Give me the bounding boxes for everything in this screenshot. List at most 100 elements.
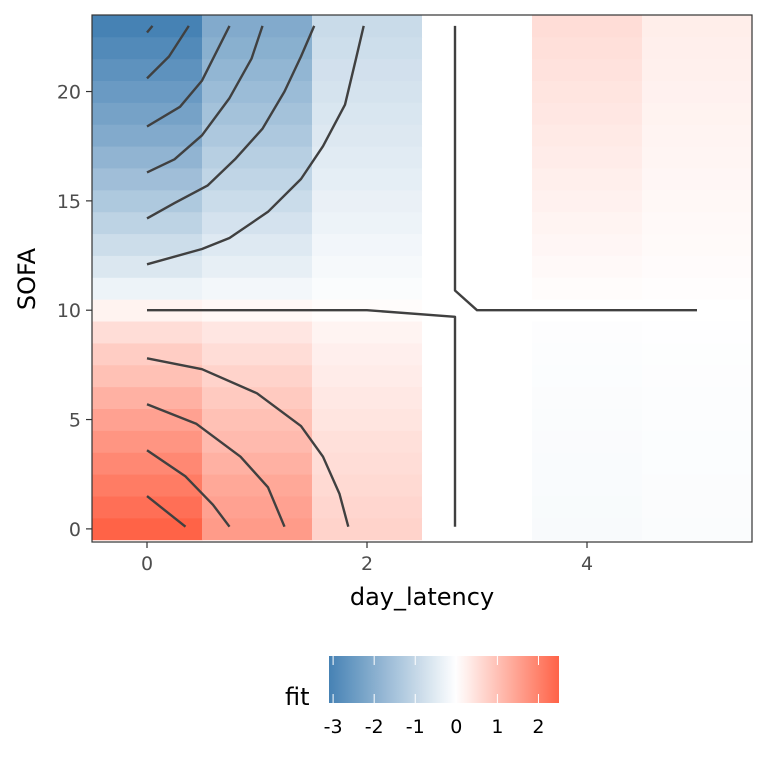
heatmap-tile bbox=[532, 58, 643, 81]
heatmap-tile bbox=[202, 36, 313, 60]
heatmap-tile bbox=[422, 408, 533, 431]
y-axis-title: SOFA bbox=[13, 247, 41, 310]
heatmap-tile bbox=[312, 364, 423, 388]
legend-ticks: -3 -2 -1 0 1 2 bbox=[324, 656, 545, 738]
heatmap-tile bbox=[422, 168, 533, 191]
heatmap-tile bbox=[92, 146, 203, 169]
heatmap-tile bbox=[202, 255, 313, 278]
heatmap-tile bbox=[312, 168, 423, 191]
heatmap-tile bbox=[422, 277, 533, 300]
contour-line bbox=[146, 25, 190, 80]
heatmap-tile bbox=[312, 255, 423, 278]
heatmap-tile bbox=[532, 277, 643, 300]
heatmap-tile bbox=[92, 189, 203, 213]
heatmap-tile bbox=[532, 80, 643, 103]
y-axis: 0 5 10 15 20 bbox=[57, 82, 92, 541]
heatmap-tile bbox=[202, 211, 313, 235]
heatmap-tile bbox=[532, 408, 643, 431]
heatmap-tile bbox=[92, 80, 203, 103]
heatmap-tile bbox=[532, 168, 643, 191]
heatmap-tile bbox=[642, 124, 753, 147]
heatmap-tile bbox=[202, 168, 313, 191]
legend-title: fit bbox=[285, 683, 310, 711]
heatmap-tile bbox=[642, 255, 753, 278]
heatmap-tile bbox=[532, 364, 643, 388]
contour-line bbox=[146, 495, 187, 528]
heatmap-tile bbox=[312, 474, 423, 497]
x-axis: 0 2 4 bbox=[141, 542, 593, 575]
heatmap-tile bbox=[532, 386, 643, 410]
heatmap-tile bbox=[92, 255, 203, 278]
heatmap-tile bbox=[422, 255, 533, 278]
heatmap-tile bbox=[312, 408, 423, 431]
heatmap-tile bbox=[92, 430, 203, 453]
heatmap-tile bbox=[422, 474, 533, 497]
heatmap-tile bbox=[312, 277, 423, 300]
heatmap-tile bbox=[92, 233, 203, 256]
heatmap-tile bbox=[312, 496, 423, 519]
contour-line bbox=[146, 25, 154, 34]
heatmap-tile bbox=[422, 343, 533, 366]
heatmap-tile bbox=[532, 452, 643, 475]
legend-label: -2 bbox=[365, 716, 384, 738]
contour-line bbox=[146, 403, 286, 528]
heatmap-tile bbox=[642, 189, 753, 213]
heatmap-tile bbox=[642, 277, 753, 300]
heatmap-tile bbox=[422, 189, 533, 213]
contour-line bbox=[146, 25, 264, 174]
heatmap-tile bbox=[642, 58, 753, 81]
y-tick-label: 5 bbox=[69, 410, 81, 432]
heatmap-tile bbox=[202, 233, 313, 256]
heatmap-tile bbox=[202, 474, 313, 497]
heatmap-tile bbox=[92, 474, 203, 497]
heatmap-tile bbox=[532, 15, 643, 38]
heatmap-tile bbox=[642, 408, 753, 431]
heatmap-tile bbox=[642, 36, 753, 60]
heatmap-tile bbox=[312, 343, 423, 366]
heatmap-tile bbox=[642, 211, 753, 235]
heatmap-tile bbox=[422, 233, 533, 256]
heatmap-tile bbox=[642, 496, 753, 519]
heatmap-tile bbox=[532, 430, 643, 453]
heatmap-tile bbox=[312, 430, 423, 453]
heatmap-tile bbox=[532, 233, 643, 256]
heatmap-tile bbox=[202, 517, 313, 541]
heatmap-tile bbox=[202, 496, 313, 519]
heatmap-tile bbox=[422, 211, 533, 235]
contour-line bbox=[146, 25, 365, 266]
contour-line bbox=[146, 25, 316, 220]
heatmap-tile bbox=[92, 211, 203, 235]
heatmap-tile bbox=[92, 386, 203, 410]
heatmap-tile bbox=[202, 146, 313, 169]
x-axis-title: day_latency bbox=[350, 583, 494, 611]
heatmap-tile bbox=[422, 102, 533, 125]
contour-line bbox=[146, 449, 231, 528]
y-tick-label: 20 bbox=[57, 82, 81, 104]
x-tick-label: 0 bbox=[141, 553, 153, 575]
heatmap-tile bbox=[202, 452, 313, 475]
heatmap-tile bbox=[422, 124, 533, 147]
heatmap-tile bbox=[532, 496, 643, 519]
heatmap-tile bbox=[532, 321, 643, 344]
heatmap-tile bbox=[92, 36, 203, 60]
x-tick-label: 2 bbox=[361, 553, 373, 575]
heatmap-tile bbox=[422, 386, 533, 410]
legend-colorbar bbox=[329, 656, 559, 703]
heatmap-tile bbox=[532, 255, 643, 278]
y-tick-label: 15 bbox=[57, 191, 81, 213]
heatmap-tile bbox=[312, 80, 423, 103]
heatmap-tile bbox=[422, 321, 533, 344]
heatmap-tile bbox=[312, 15, 423, 38]
heatmap-tile bbox=[642, 102, 753, 125]
heatmap-tile bbox=[422, 146, 533, 169]
heatmap-tile bbox=[532, 211, 643, 235]
legend-label: 0 bbox=[450, 716, 462, 738]
heatmap-tile bbox=[642, 299, 753, 322]
heatmap-tile bbox=[422, 430, 533, 453]
heatmap-tile bbox=[92, 124, 203, 147]
heatmap-tile bbox=[92, 364, 203, 388]
heatmap-tile bbox=[642, 386, 753, 410]
heatmap-tile bbox=[202, 58, 313, 81]
heatmap-tile bbox=[312, 124, 423, 147]
heatmap-tile bbox=[642, 321, 753, 344]
